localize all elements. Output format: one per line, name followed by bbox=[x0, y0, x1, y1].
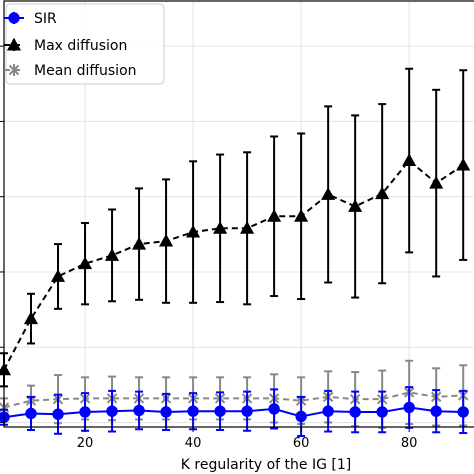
data-point bbox=[240, 221, 255, 234]
data-point bbox=[187, 405, 199, 417]
legend-marker bbox=[6, 37, 22, 51]
data-point bbox=[403, 401, 415, 414]
data-point bbox=[295, 410, 307, 423]
data-point bbox=[322, 405, 334, 417]
data-point bbox=[349, 406, 361, 418]
legend-entry: Mean diffusion bbox=[4, 63, 137, 79]
data-point bbox=[430, 405, 442, 417]
data-point bbox=[106, 405, 118, 417]
data-point bbox=[52, 408, 64, 420]
data-point bbox=[104, 248, 120, 261]
x-tick-label: 80 bbox=[401, 436, 418, 451]
legend: SIR Max diffusion Mean diffusion bbox=[4, 3, 165, 85]
data-point bbox=[294, 209, 309, 222]
series-sir bbox=[0, 386, 469, 438]
data-point bbox=[133, 404, 145, 417]
data-point bbox=[457, 406, 469, 418]
data-point bbox=[77, 256, 93, 270]
x-axis-label: K regularity of the IG [1] bbox=[181, 457, 351, 473]
data-point bbox=[348, 199, 363, 212]
x-axis: 20 40 60 80 bbox=[0, 45, 418, 451]
data-point bbox=[50, 269, 66, 282]
legend-entry: SIR bbox=[4, 11, 57, 27]
series-mean-diffusion bbox=[0, 359, 469, 429]
data-point bbox=[456, 157, 471, 171]
legend-marker bbox=[8, 12, 20, 24]
x-tick-label: 20 bbox=[77, 436, 94, 451]
data-point bbox=[268, 403, 280, 415]
data-point bbox=[241, 405, 253, 417]
data-point bbox=[376, 406, 388, 418]
series-max-diffusion bbox=[0, 67, 471, 388]
data-point bbox=[375, 186, 390, 200]
x-tick-label: 60 bbox=[293, 436, 310, 451]
data-point bbox=[23, 311, 39, 325]
data-point bbox=[186, 224, 201, 238]
data-point bbox=[25, 407, 37, 420]
series-layer bbox=[0, 67, 471, 438]
legend-entry: Max diffusion bbox=[4, 37, 127, 54]
legend-label: SIR bbox=[34, 11, 57, 27]
x-tick-label: 40 bbox=[185, 436, 202, 451]
legend-label: Max diffusion bbox=[34, 38, 127, 54]
data-point bbox=[429, 175, 444, 189]
data-point bbox=[214, 405, 226, 417]
data-point bbox=[132, 236, 147, 250]
legend-marker bbox=[8, 64, 20, 76]
plot-frame bbox=[3, 0, 474, 428]
data-point bbox=[321, 187, 336, 200]
data-point bbox=[402, 153, 417, 167]
data-point bbox=[213, 221, 228, 234]
data-point bbox=[160, 406, 172, 418]
data-point bbox=[159, 233, 174, 247]
data-point bbox=[267, 209, 282, 222]
data-point bbox=[0, 362, 12, 376]
series-line bbox=[3, 406, 464, 419]
series-line bbox=[3, 159, 464, 371]
series-line bbox=[3, 391, 464, 409]
data-point bbox=[79, 406, 91, 418]
legend-label: Mean diffusion bbox=[34, 63, 137, 79]
